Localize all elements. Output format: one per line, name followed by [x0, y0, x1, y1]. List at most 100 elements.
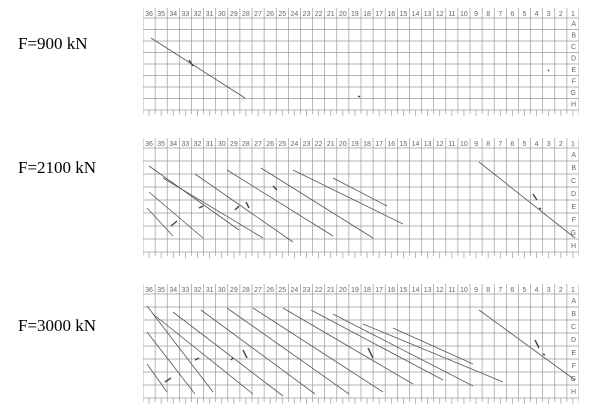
- row-letter-label: B: [571, 311, 576, 318]
- column-header-label: 28: [242, 11, 250, 18]
- column-header-label: 34: [169, 11, 177, 18]
- crack-line: [194, 173, 294, 243]
- crack-mark: [357, 95, 361, 98]
- column-header-label: 33: [181, 287, 189, 294]
- column-header-label: 25: [278, 287, 286, 294]
- row-letter-label: F: [572, 217, 576, 224]
- column-header-label: 7: [498, 141, 502, 148]
- crack-mark: [534, 339, 540, 349]
- column-header-label: 22: [315, 11, 323, 18]
- column-header-label: 28: [242, 141, 250, 148]
- column-header-label: 12: [436, 141, 444, 148]
- column-header-label: 16: [387, 141, 395, 148]
- row-letter-label: C: [571, 324, 576, 331]
- column-header-label: 36: [145, 287, 153, 294]
- column-header-label: 3: [547, 287, 551, 294]
- column-header-label: 8: [486, 11, 490, 18]
- column-header-label: 1: [571, 141, 575, 148]
- column-header-label: 35: [157, 11, 165, 18]
- row-letter-label: B: [571, 165, 576, 172]
- column-header-label: 9: [474, 287, 478, 294]
- crack-mark: [164, 377, 172, 383]
- column-header-label: 4: [535, 11, 539, 18]
- column-header-label: 18: [363, 141, 371, 148]
- row-letter-label: H: [571, 389, 576, 396]
- crack-mark: [194, 357, 200, 361]
- column-header-label: 32: [194, 141, 202, 148]
- column-header-label: 15: [399, 141, 407, 148]
- column-header-label: 3: [547, 141, 551, 148]
- crack-mark: [230, 357, 234, 361]
- column-header-label: 36: [145, 141, 153, 148]
- column-header-label: 23: [303, 141, 311, 148]
- column-header-label: 6: [510, 287, 514, 294]
- column-headers: 36 35 34 33 32 31 30 29 28 27 26 25 24 23 22 21 20 19 18 17…: [145, 141, 575, 148]
- column-header-label: 30: [218, 11, 226, 18]
- crack-mark: [538, 207, 542, 210]
- crack-line: [152, 313, 254, 395]
- column-header-label: 17: [375, 141, 383, 148]
- column-header-label: 10: [460, 11, 468, 18]
- column-header-label: 22: [315, 287, 323, 294]
- column-header-label: 29: [230, 287, 238, 294]
- column-header-label: 9: [474, 141, 478, 148]
- row-letter-label: D: [571, 56, 576, 63]
- crack-line: [226, 169, 334, 237]
- column-header-label: 36: [145, 11, 153, 18]
- column-header-label: 19: [351, 11, 359, 18]
- row-letter-label: D: [571, 337, 576, 344]
- column-header-label: 21: [327, 141, 335, 148]
- row-letter-label: E: [571, 67, 576, 74]
- column-header-label: 24: [290, 11, 298, 18]
- column-header-label: 27: [254, 141, 262, 148]
- crack-grid-svg-3: 36 35 34 33 32 31 30 29 28 27 26 25 24 23 22 21 20 19 18 17…: [143, 284, 579, 404]
- column-header-label: 8: [486, 141, 490, 148]
- row-letter-label: C: [571, 178, 576, 185]
- column-header-label: 2: [559, 141, 563, 148]
- column-header-label: 15: [399, 287, 407, 294]
- crack-line: [362, 323, 504, 383]
- crack-line: [260, 167, 374, 239]
- row-letter-label: F: [572, 363, 576, 370]
- column-header-label: 22: [315, 141, 323, 148]
- crack-line: [146, 207, 174, 237]
- crack-line: [148, 165, 240, 231]
- crack-mark: [542, 353, 546, 356]
- row-letter-label: A: [571, 298, 576, 305]
- column-header-label: 10: [460, 287, 468, 294]
- column-header-label: 21: [327, 287, 335, 294]
- column-header-label: 35: [157, 287, 165, 294]
- column-header-label: 6: [510, 11, 514, 18]
- row-letter-label: D: [571, 191, 576, 198]
- column-header-label: 1: [571, 287, 575, 294]
- column-header-label: 20: [339, 287, 347, 294]
- column-header-label: 34: [169, 141, 177, 148]
- crack-pattern: [150, 37, 550, 99]
- column-header-label: 3: [547, 11, 551, 18]
- column-header-label: 8: [486, 287, 490, 294]
- crack-pattern: [146, 305, 576, 397]
- column-header-label: 10: [460, 141, 468, 148]
- row-letter-label: H: [571, 102, 576, 109]
- panel-1-label: F=900 kN: [18, 34, 88, 53]
- crack-line: [310, 309, 444, 381]
- column-headers: 36 35 34 33 32 31 30 29 28 27 26 25 24 23 22 21 20 19 18 17…: [145, 287, 575, 294]
- column-header-label: 29: [230, 141, 238, 148]
- column-header-label: 4: [535, 287, 539, 294]
- crack-mark: [532, 193, 538, 201]
- crack-line: [146, 331, 196, 395]
- crack-grid-panel-3: 36 35 34 33 32 31 30 29 28 27 26 25 24 23 22 21 20 19 18 17…: [143, 284, 579, 406]
- row-letter-label: G: [571, 230, 576, 237]
- column-header-label: 5: [523, 11, 527, 18]
- column-header-label: 24: [290, 141, 298, 148]
- crack-grid-svg-1: 36 35 34 33 32 31 30 29 28 27 26 25 24 23 22 21 20 19 18 17…: [143, 8, 579, 116]
- row-letter-label: G: [571, 90, 576, 97]
- column-header-label: 35: [157, 141, 165, 148]
- column-header-label: 25: [278, 11, 286, 18]
- column-header-label: 12: [436, 11, 444, 18]
- column-header-label: 19: [351, 287, 359, 294]
- column-header-label: 26: [266, 141, 274, 148]
